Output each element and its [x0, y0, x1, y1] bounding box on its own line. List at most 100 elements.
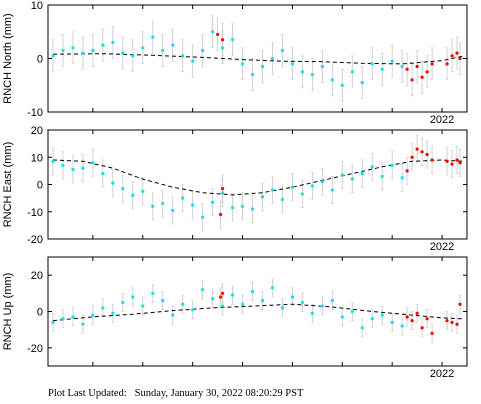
y-axis-label: RNCH North (mm) — [2, 13, 14, 103]
data-point — [340, 83, 344, 87]
data-point — [310, 311, 314, 315]
data-point — [330, 299, 334, 303]
recent-data-point — [450, 320, 454, 324]
data-point — [101, 306, 105, 310]
data-point — [131, 193, 135, 197]
y-tick-label: 0 — [37, 54, 43, 66]
data-point — [360, 80, 364, 85]
data-point — [151, 291, 155, 295]
y-tick-label: 20 — [31, 270, 43, 282]
y-tick-label: 10 — [31, 0, 43, 12]
recent-data-point — [415, 147, 419, 151]
data-point — [240, 302, 245, 306]
data-point — [360, 326, 364, 330]
data-point — [320, 64, 324, 69]
recent-data-point — [410, 318, 414, 323]
data-point — [71, 46, 75, 50]
recent-data-point — [410, 155, 414, 159]
data-point — [300, 70, 304, 74]
data-point — [220, 191, 225, 195]
data-point — [230, 293, 235, 297]
recent-data-point — [415, 64, 419, 69]
data-point — [350, 177, 354, 181]
data-point — [61, 317, 65, 321]
data-point — [260, 299, 265, 303]
recent-data-point — [220, 186, 225, 191]
data-point — [320, 180, 324, 184]
data-point — [330, 78, 334, 82]
data-point — [240, 204, 245, 208]
data-point — [71, 315, 75, 319]
data-point — [51, 320, 55, 324]
data-point — [340, 173, 344, 177]
data-point — [181, 196, 185, 200]
data-point — [230, 38, 235, 42]
data-point — [161, 299, 165, 303]
data-point — [220, 304, 225, 308]
data-point — [300, 300, 304, 305]
data-point — [191, 59, 195, 63]
data-point — [370, 62, 374, 66]
data-point — [71, 167, 75, 172]
data-point — [270, 286, 275, 290]
recent-data-point — [215, 32, 220, 37]
y-tick-label: 0 — [37, 180, 43, 192]
recent-data-point — [455, 51, 459, 55]
data-point — [81, 166, 85, 170]
y-axis-label: RNCH Up (mm) — [2, 273, 14, 351]
model-trend-line — [52, 159, 463, 196]
recent-data-point — [450, 54, 454, 58]
data-point — [61, 48, 65, 53]
recent-data-point — [420, 150, 424, 154]
data-point — [201, 288, 205, 292]
data-point — [211, 30, 215, 34]
error-bars — [51, 278, 462, 343]
data-point — [91, 161, 95, 165]
y-tick-label: -10 — [27, 107, 43, 119]
recent-data-point — [420, 75, 424, 79]
data-point — [121, 51, 125, 55]
data-point — [390, 163, 394, 168]
recent-data-point — [415, 311, 419, 315]
data-point — [270, 188, 275, 192]
recent-data-point — [430, 158, 434, 162]
x-tick-label: 2022 — [430, 114, 454, 126]
data-point — [340, 315, 344, 319]
data-point — [191, 203, 195, 207]
data-point — [191, 308, 195, 312]
data-point — [250, 289, 255, 294]
recent-data-point — [425, 152, 429, 157]
recent-data-point — [445, 62, 449, 66]
recent-data-point — [405, 315, 409, 319]
data-point — [141, 46, 145, 50]
recent-data-point — [455, 322, 459, 326]
data-point — [131, 295, 135, 299]
data-point — [151, 35, 155, 39]
data-point — [250, 207, 255, 211]
data-point — [111, 311, 115, 315]
plot-frame — [47, 256, 468, 367]
data-point — [51, 159, 55, 163]
data-point — [101, 172, 105, 176]
data-point — [171, 208, 175, 212]
data-point — [380, 174, 384, 178]
recent-data-point — [405, 67, 409, 71]
data-point — [230, 206, 235, 210]
data-point — [111, 40, 115, 45]
data-point — [81, 322, 85, 326]
data-point — [260, 195, 265, 199]
data-point — [141, 304, 145, 308]
data-point — [81, 51, 85, 55]
chart-panel-2: 2022 -20 -10 0 10 20 RNCH East (mm) — [2, 125, 468, 253]
data-point — [390, 320, 394, 324]
data-point — [370, 317, 374, 321]
model-trend-line — [52, 303, 463, 322]
data-point — [300, 192, 304, 196]
plot-frame — [47, 4, 468, 113]
data-point — [91, 313, 95, 317]
data-point — [380, 313, 384, 317]
chart-panel-1: 2022 -10 0 10 RNCH North (mm) — [2, 0, 468, 126]
data-point — [260, 64, 265, 69]
chart-panel-3: 2022 -20 0 20 RNCH Up (mm) — [2, 256, 468, 380]
recent-data-point — [218, 295, 223, 299]
